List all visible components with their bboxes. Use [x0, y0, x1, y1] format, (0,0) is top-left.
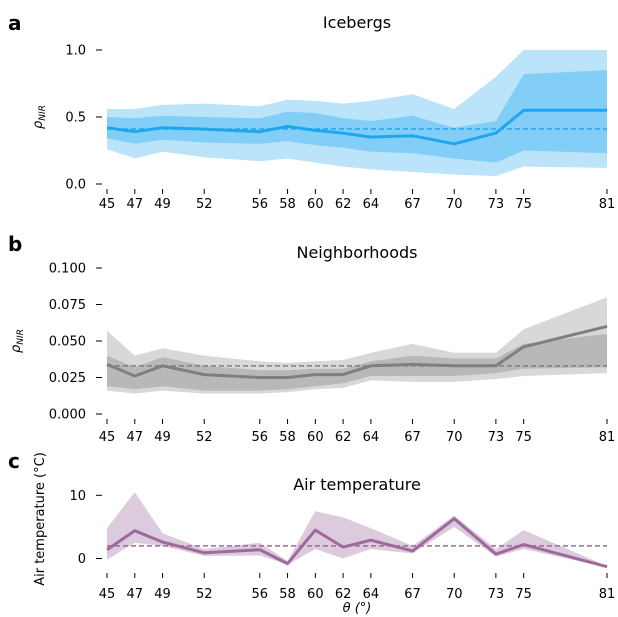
x-tick-label-a: 62	[335, 197, 352, 212]
x-tick-label-a: 81	[599, 197, 616, 212]
chart-title-c: Air temperature	[293, 475, 421, 494]
x-tick-label-c: 75	[515, 587, 532, 602]
x-tick-label-c: 47	[127, 587, 144, 602]
series-median-line-c	[106, 517, 608, 569]
x-tick-label-a: 73	[488, 197, 505, 212]
x-tick-label-b: 58	[279, 430, 296, 445]
series-median-line-a	[106, 108, 607, 146]
x-tick-label-c: 62	[335, 587, 352, 602]
x-tick-label-b: 56	[252, 430, 269, 445]
x-tick-label-b: 60	[307, 430, 324, 445]
x-tick-label-b: 75	[515, 430, 532, 445]
x-tick-label-a: 45	[99, 197, 116, 212]
x-tick-label-a: 47	[127, 197, 144, 212]
x-tick-label-b: 73	[488, 430, 505, 445]
panel-b-chart: Neighborhoods 0.000 0.025 0.050 0.075 0.100 45…	[9, 243, 615, 445]
chart-title-b: Neighborhoods	[296, 243, 417, 262]
panel-a-chart: Icebergs 0.0 0.5 1.0 45 47 49 52 56 58 60 62 64 67 70 7…	[31, 13, 615, 212]
x-tick-label-c: 60	[307, 587, 324, 602]
panel-letter-a: a	[8, 11, 22, 35]
x-tick-label-b: 70	[446, 430, 463, 445]
x-tick-label-c: 67	[404, 587, 421, 602]
x-tick-label-c: 64	[363, 587, 380, 602]
x-tick-label-a: 67	[404, 197, 421, 212]
x-tick-label-b: 47	[127, 430, 144, 445]
x-tick-label-a: 49	[154, 197, 171, 212]
band-inner-a	[107, 70, 607, 163]
y-tick-label-c: 0	[78, 552, 86, 567]
y-axis-label-b: ρNIR	[9, 329, 26, 353]
band-c	[107, 492, 607, 568]
y-tick-label-a: 0.0	[65, 178, 86, 193]
y-tick-label-a: 0.5	[65, 111, 86, 126]
y-axis-label-c: Air temperature (°C)	[33, 452, 48, 586]
x-tick-label-a: 70	[446, 197, 463, 212]
y-tick-label-a: 1.0	[65, 44, 86, 59]
x-tick-label-c: 49	[154, 587, 171, 602]
band-outer-b	[107, 297, 607, 394]
chart-title-a: Icebergs	[323, 13, 391, 32]
x-tick-label-b: 81	[599, 430, 616, 445]
y-tick-label-b: 0.050	[49, 335, 86, 350]
y-axis-label-a: ρNIR	[31, 105, 48, 129]
x-tick-label-b: 62	[335, 430, 352, 445]
panel-letter-c: c	[8, 449, 20, 473]
x-tick-label-c: 73	[488, 587, 505, 602]
panel-c-chart: Air temperature 0 10 45 47 49 52 56 58 60 62 64 67 70…	[33, 452, 615, 602]
y-tick-label-b: 0.100	[49, 262, 86, 277]
x-tick-label-c: 52	[196, 587, 213, 602]
x-tick-label-b: 67	[404, 430, 421, 445]
x-tick-label-b: 52	[196, 430, 213, 445]
series-median-line-b	[106, 324, 608, 379]
x-tick-label-c: 81	[599, 587, 616, 602]
x-tick-label-b: 49	[154, 430, 171, 445]
x-tick-label-b: 64	[363, 430, 380, 445]
x-tick-label-c: 45	[99, 587, 116, 602]
y-tick-label-b: 0.000	[49, 408, 86, 423]
x-tick-label-a: 56	[252, 197, 269, 212]
y-tick-label-c: 10	[69, 489, 86, 504]
y-tick-label-b: 0.075	[49, 298, 86, 313]
x-tick-label-a: 64	[363, 197, 380, 212]
band-outer-a	[107, 50, 607, 176]
y-tick-label-b: 0.025	[49, 371, 86, 386]
x-tick-label-c: 70	[446, 587, 463, 602]
x-tick-label-b: 45	[99, 430, 116, 445]
x-tick-label-a: 75	[515, 197, 532, 212]
x-tick-label-c: 58	[279, 587, 296, 602]
x-tick-label-c: 56	[252, 587, 269, 602]
x-tick-label-a: 60	[307, 197, 324, 212]
x-tick-label-a: 52	[196, 197, 213, 212]
panel-letter-b: b	[8, 232, 22, 256]
x-tick-label-a: 58	[279, 197, 296, 212]
x-axis-label: θ (°)	[343, 601, 372, 616]
